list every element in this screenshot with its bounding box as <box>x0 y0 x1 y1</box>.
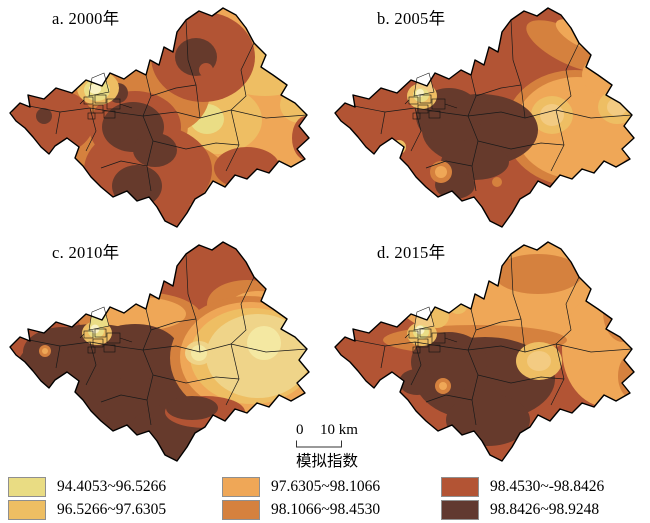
legend-label: 97.6305~98.1066 <box>271 477 381 495</box>
map-panel-2015: d. 2015年 <box>325 234 650 471</box>
map-panel-2000: a. 2000年 <box>0 0 325 237</box>
panel-title-2010: c. 2010年 <box>52 243 120 262</box>
legend-swatch <box>222 499 260 520</box>
scale-bar-start-label: 0 <box>296 422 304 438</box>
legend-label: 96.5266~97.6305 <box>57 500 167 518</box>
legend-item: 96.5266~97.6305 <box>8 499 166 520</box>
legend-swatch <box>8 476 46 497</box>
legend-item: 94.4053~96.5266 <box>8 476 166 497</box>
panel-title-2015: d. 2015年 <box>377 243 446 262</box>
map-2015 <box>334 241 635 462</box>
map-2000 <box>9 7 310 228</box>
scale-bar: 0 10 km <box>288 422 380 449</box>
legend-label: 98.8426~98.9248 <box>490 500 600 518</box>
legend-swatch <box>441 476 479 497</box>
map-panel-2010: c. 2010年 <box>0 234 325 471</box>
map-2010 <box>9 241 310 462</box>
legend-swatch <box>222 476 260 497</box>
map-2005 <box>334 7 635 228</box>
legend-label: 94.4053~96.5266 <box>57 477 167 495</box>
panel-title-2000: a. 2000年 <box>52 9 120 28</box>
map-panel-2005: b. 2005年 <box>325 0 650 237</box>
scale-bar-bracket <box>296 440 342 448</box>
legend-item: 98.4530~-98.8426 <box>441 476 604 497</box>
panel-title-2005: b. 2005年 <box>377 9 446 28</box>
legend-swatch <box>441 499 479 520</box>
legend-item: 98.8426~98.9248 <box>441 499 599 520</box>
map-2000-surface <box>10 12 309 227</box>
map-2010-surface <box>13 280 309 460</box>
scale-bar-end-label: 10 km <box>320 422 358 438</box>
legend-label: 98.1066~98.4530 <box>271 500 381 518</box>
legend-item: 98.1066~98.4530 <box>222 499 380 520</box>
legend-swatch <box>8 499 46 520</box>
legend-label: 98.4530~-98.8426 <box>490 477 605 495</box>
legend-title: 模拟指数 <box>295 453 358 470</box>
legend: 94.4053~96.5266 96.5266~97.6305 97.6305~… <box>0 471 650 523</box>
legend-item: 97.6305~98.1066 <box>222 476 380 497</box>
